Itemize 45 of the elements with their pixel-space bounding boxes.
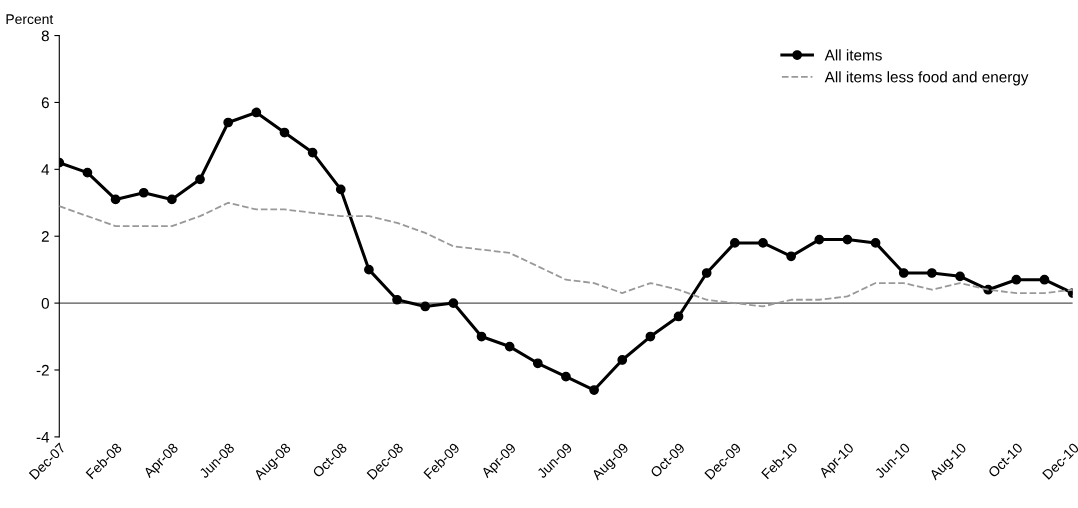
point xyxy=(955,271,965,282)
point xyxy=(561,371,571,382)
point xyxy=(167,194,177,205)
legend-label: All items xyxy=(824,49,882,61)
point xyxy=(335,184,346,195)
point xyxy=(927,268,937,278)
point xyxy=(195,174,205,185)
point xyxy=(279,127,290,138)
point xyxy=(392,294,402,305)
point xyxy=(448,298,459,308)
y-tick-label: 6 xyxy=(41,97,49,109)
point xyxy=(842,234,853,245)
point xyxy=(814,234,825,245)
point xyxy=(1011,274,1022,285)
legend-label: All items less food and energy xyxy=(824,71,1029,86)
point xyxy=(898,268,909,278)
point xyxy=(532,358,543,369)
y-tick-label: 2 xyxy=(41,231,49,242)
point xyxy=(82,167,93,178)
point xyxy=(223,117,234,128)
point xyxy=(251,107,262,118)
point xyxy=(504,341,515,352)
line-series xyxy=(59,201,1073,308)
y-tick-label: 4 xyxy=(41,164,50,175)
y-tick-label: -2 xyxy=(36,364,49,376)
point xyxy=(138,187,149,198)
point xyxy=(589,385,599,395)
point xyxy=(645,331,656,342)
point xyxy=(701,268,712,278)
point xyxy=(307,147,318,158)
point xyxy=(476,331,487,342)
y-tick-label: 8 xyxy=(41,30,49,42)
y-tick-label: -4 xyxy=(36,431,50,443)
point xyxy=(617,355,628,365)
point xyxy=(729,238,740,248)
point xyxy=(420,301,431,312)
point xyxy=(758,238,768,248)
point xyxy=(364,264,374,275)
y-tick-label: 0 xyxy=(41,297,49,309)
point xyxy=(673,311,684,322)
y-axis-title: Percent xyxy=(6,14,54,25)
point xyxy=(1039,274,1050,285)
point xyxy=(870,238,881,248)
point xyxy=(110,194,121,205)
point xyxy=(786,251,796,262)
